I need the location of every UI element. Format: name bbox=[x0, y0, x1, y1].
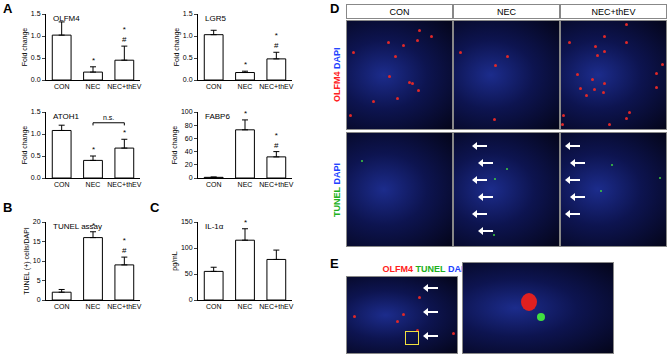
svg-text:Fold change: Fold change bbox=[171, 126, 179, 165]
svg-text:ATOH1: ATOH1 bbox=[53, 112, 79, 121]
svg-text:CON: CON bbox=[54, 181, 70, 188]
svg-text:*#: *# bbox=[274, 31, 279, 50]
svg-text:n.s.: n.s. bbox=[103, 114, 114, 121]
svg-text:50: 50 bbox=[185, 270, 193, 277]
svg-text:0.0: 0.0 bbox=[31, 76, 41, 83]
svg-text:Fold change: Fold change bbox=[173, 28, 181, 67]
svg-text:NEC: NEC bbox=[238, 303, 253, 310]
svg-text:1.0: 1.0 bbox=[183, 32, 193, 39]
svg-text:NEC: NEC bbox=[86, 181, 101, 188]
svg-text:0.5: 0.5 bbox=[31, 152, 41, 159]
svg-text:10: 10 bbox=[33, 257, 41, 264]
svg-text:NEC+thEV: NEC+thEV bbox=[259, 83, 293, 90]
svg-text:CON: CON bbox=[54, 83, 70, 90]
svg-text:15: 15 bbox=[33, 238, 41, 245]
svg-text:NEC: NEC bbox=[238, 83, 253, 90]
html-text:DAPI: DAPI bbox=[332, 47, 342, 72]
svg-text:0.0: 0.0 bbox=[183, 76, 193, 83]
svg-text:0: 0 bbox=[189, 296, 193, 303]
svg-text:100: 100 bbox=[181, 244, 193, 251]
svg-text:0.5: 0.5 bbox=[183, 54, 193, 61]
svg-text:1.0: 1.0 bbox=[31, 32, 41, 39]
html-text:NEC+thEV: NEC+thEV bbox=[591, 7, 636, 17]
svg-text:Fold change: Fold change bbox=[21, 126, 29, 165]
svg-text:*: * bbox=[244, 109, 247, 118]
svg-text:*: * bbox=[123, 128, 126, 137]
html-text:NEC: NEC bbox=[497, 7, 516, 17]
svg-text:20: 20 bbox=[185, 161, 193, 168]
svg-text:CON: CON bbox=[206, 181, 222, 188]
svg-text:NEC: NEC bbox=[238, 181, 253, 188]
html-text:E: E bbox=[330, 256, 339, 271]
svg-text:1.5: 1.5 bbox=[183, 10, 193, 17]
svg-text:*: * bbox=[92, 56, 95, 65]
svg-text:*: * bbox=[244, 60, 247, 69]
svg-text:NEC: NEC bbox=[86, 303, 101, 310]
svg-text:LGR5: LGR5 bbox=[205, 14, 226, 23]
svg-text:60: 60 bbox=[185, 135, 193, 142]
svg-text:0.0: 0.0 bbox=[31, 174, 41, 181]
svg-text:*: * bbox=[92, 145, 95, 154]
svg-text:OLFM4: OLFM4 bbox=[53, 14, 80, 23]
svg-text:CON: CON bbox=[206, 303, 222, 310]
svg-text:pg/mL: pg/mL bbox=[171, 251, 179, 271]
svg-text:NEC+thEV: NEC+thEV bbox=[259, 181, 293, 188]
svg-text:*#: *# bbox=[274, 131, 279, 150]
svg-text:NEC+thEV: NEC+thEV bbox=[107, 181, 141, 188]
svg-text:NEC+thEV: NEC+thEV bbox=[107, 83, 141, 90]
svg-text:0.5: 0.5 bbox=[31, 54, 41, 61]
html-text:C: C bbox=[150, 200, 160, 215]
svg-text:*#: *# bbox=[122, 25, 127, 44]
svg-text:100: 100 bbox=[181, 108, 193, 115]
svg-text:20: 20 bbox=[33, 218, 41, 225]
svg-text:1.0: 1.0 bbox=[31, 130, 41, 137]
svg-text:0: 0 bbox=[189, 174, 193, 181]
svg-text:Fold change: Fold change bbox=[21, 28, 29, 67]
svg-text:NEC+thEV: NEC+thEV bbox=[259, 303, 293, 310]
svg-text:TUNEL (+) cells/DAPI: TUNEL (+) cells/DAPI bbox=[23, 227, 31, 295]
html-text:CON: CON bbox=[389, 7, 410, 17]
svg-text:*: * bbox=[244, 218, 247, 227]
svg-text:*: * bbox=[92, 221, 95, 230]
svg-text:150: 150 bbox=[181, 218, 193, 225]
html-text:A: A bbox=[3, 1, 13, 16]
svg-text:1.5: 1.5 bbox=[31, 108, 41, 115]
svg-text:FABP6: FABP6 bbox=[205, 112, 230, 121]
svg-text:5: 5 bbox=[37, 277, 41, 284]
svg-text:*#: *# bbox=[122, 236, 127, 255]
svg-text:NEC+thEV: NEC+thEV bbox=[107, 303, 141, 310]
svg-text:0: 0 bbox=[37, 296, 41, 303]
svg-text:NEC: NEC bbox=[86, 83, 101, 90]
html-text:B: B bbox=[3, 200, 13, 215]
html-text:TUNEL: TUNEL bbox=[332, 186, 342, 217]
svg-text:1.5: 1.5 bbox=[31, 10, 41, 17]
svg-text:IL-1α: IL-1α bbox=[205, 222, 224, 231]
svg-text:TUNEL assay: TUNEL assay bbox=[53, 222, 102, 231]
html-text:OLFM4 TUNEL DAPI: OLFM4 TUNEL DAPI bbox=[382, 264, 470, 274]
svg-text:CON: CON bbox=[54, 303, 70, 310]
svg-text:80: 80 bbox=[185, 122, 193, 129]
html-text:OLFM4: OLFM4 bbox=[332, 71, 342, 103]
svg-text:40: 40 bbox=[185, 148, 193, 155]
svg-text:CON: CON bbox=[206, 83, 222, 90]
html-text:D: D bbox=[330, 1, 340, 16]
html-text:DAPI: DAPI bbox=[332, 162, 342, 187]
